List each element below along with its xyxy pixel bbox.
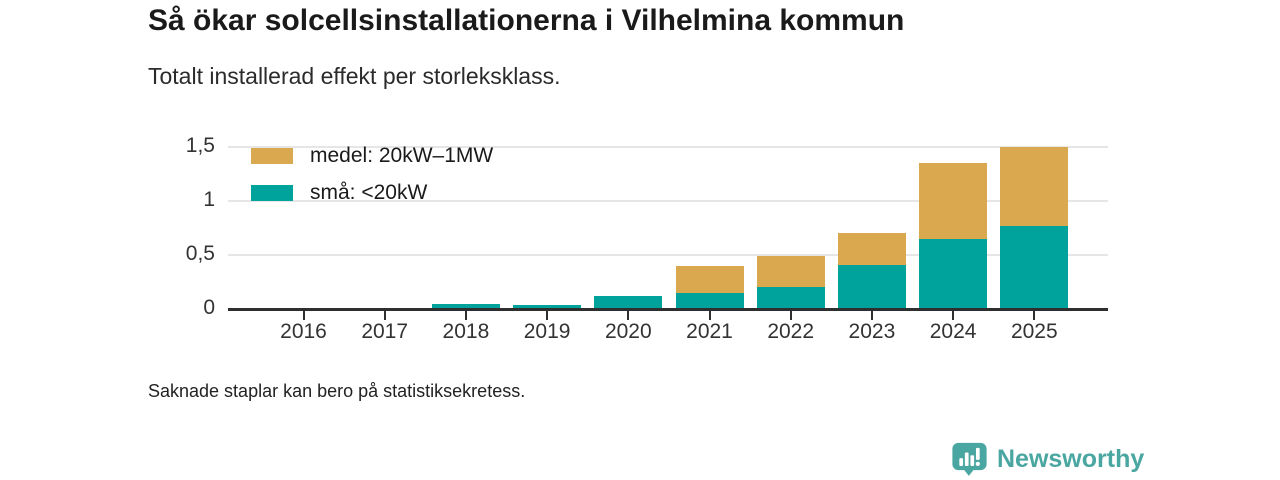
chart-footnote: Saknade staplar kan bero på statistiksek… xyxy=(148,381,526,401)
bar-medel-2021 xyxy=(675,266,744,293)
y-axis-tick-label: 1,5 xyxy=(185,134,215,157)
legend-label-sma: små: <20kW xyxy=(310,181,428,204)
bar-sma-2024 xyxy=(919,239,988,309)
x-axis-tick xyxy=(464,311,467,320)
legend-item-sma: små: <20kW xyxy=(251,181,493,205)
x-axis-tick-label: 2017 xyxy=(361,320,409,343)
bar-medel-2023 xyxy=(837,233,906,265)
legend-item-medel: medel: 20kW–1MW xyxy=(251,144,493,168)
bar-medel-2024 xyxy=(919,163,988,239)
bar-sma-2018 xyxy=(431,304,500,309)
chart-title: Så ökar solcellsinstallationerna i Vilhe… xyxy=(148,4,905,37)
x-axis-tick-label: 2023 xyxy=(848,320,896,343)
bar-sma-2022 xyxy=(756,287,825,309)
bar-medel-2025 xyxy=(1000,147,1069,226)
legend-swatch-medel xyxy=(251,148,293,164)
bar-sma-2021 xyxy=(675,293,744,309)
newsworthy-logo-text: Newsworthy xyxy=(997,444,1145,473)
x-axis-tick-label: 2025 xyxy=(1010,320,1058,343)
chart-subtitle: Totalt installerad effekt per storlekskl… xyxy=(148,63,561,89)
x-axis-tick xyxy=(708,311,711,320)
x-axis-tick xyxy=(383,311,386,320)
bar-sma-2025 xyxy=(1000,226,1069,309)
x-axis-tick-label: 2022 xyxy=(767,320,815,343)
x-axis-tick-label: 2016 xyxy=(280,320,327,343)
bar-sma-2020 xyxy=(594,296,663,309)
gridline xyxy=(228,146,1108,148)
bar-sma-2019 xyxy=(513,305,582,309)
x-axis-tick-label: 2018 xyxy=(442,320,490,343)
x-axis-tick-label: 2021 xyxy=(686,320,733,343)
y-axis-tick-label: 0 xyxy=(203,296,215,319)
x-axis-tick xyxy=(546,311,549,320)
gridline xyxy=(228,200,1108,202)
x-axis-tick-label: 2019 xyxy=(523,320,571,343)
x-axis-tick xyxy=(302,311,305,320)
bar-sma-2023 xyxy=(837,265,906,309)
x-axis-tick xyxy=(1033,311,1036,320)
x-axis-line xyxy=(228,308,1108,311)
newsworthy-logo: Newsworthy xyxy=(951,440,1144,478)
legend-swatch-sma xyxy=(251,185,293,201)
y-axis-tick-label: 1 xyxy=(203,188,215,211)
bar-medel-2022 xyxy=(756,256,825,287)
x-axis-tick xyxy=(870,311,873,320)
bar-chart-speech-bubble-icon xyxy=(951,440,988,478)
chart-legend: medel: 20kW–1MW små: <20kW xyxy=(251,144,493,205)
x-axis-tick-label: 2020 xyxy=(604,320,652,343)
x-axis-tick-label: 2024 xyxy=(929,320,977,343)
x-axis-tick xyxy=(789,311,792,320)
y-axis-tick-label: 0,5 xyxy=(185,242,215,265)
gridline xyxy=(228,254,1108,256)
legend-label-medel: medel: 20kW–1MW xyxy=(310,144,494,167)
x-axis-tick xyxy=(952,311,955,320)
x-axis-tick xyxy=(627,311,630,320)
